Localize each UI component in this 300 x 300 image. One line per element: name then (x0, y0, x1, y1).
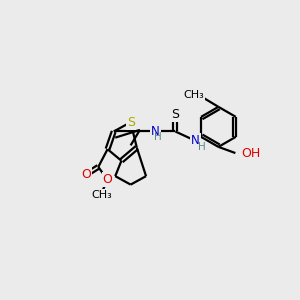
Text: N: N (191, 134, 200, 147)
Text: OH: OH (242, 146, 261, 160)
Text: N: N (151, 125, 160, 138)
Text: H: H (154, 132, 162, 142)
Text: CH₃: CH₃ (183, 90, 204, 100)
Text: S: S (171, 108, 179, 121)
Text: O: O (81, 168, 91, 181)
Text: H: H (198, 142, 206, 152)
Text: O: O (103, 173, 112, 187)
Text: CH₃: CH₃ (91, 190, 112, 200)
Text: S: S (127, 116, 135, 129)
